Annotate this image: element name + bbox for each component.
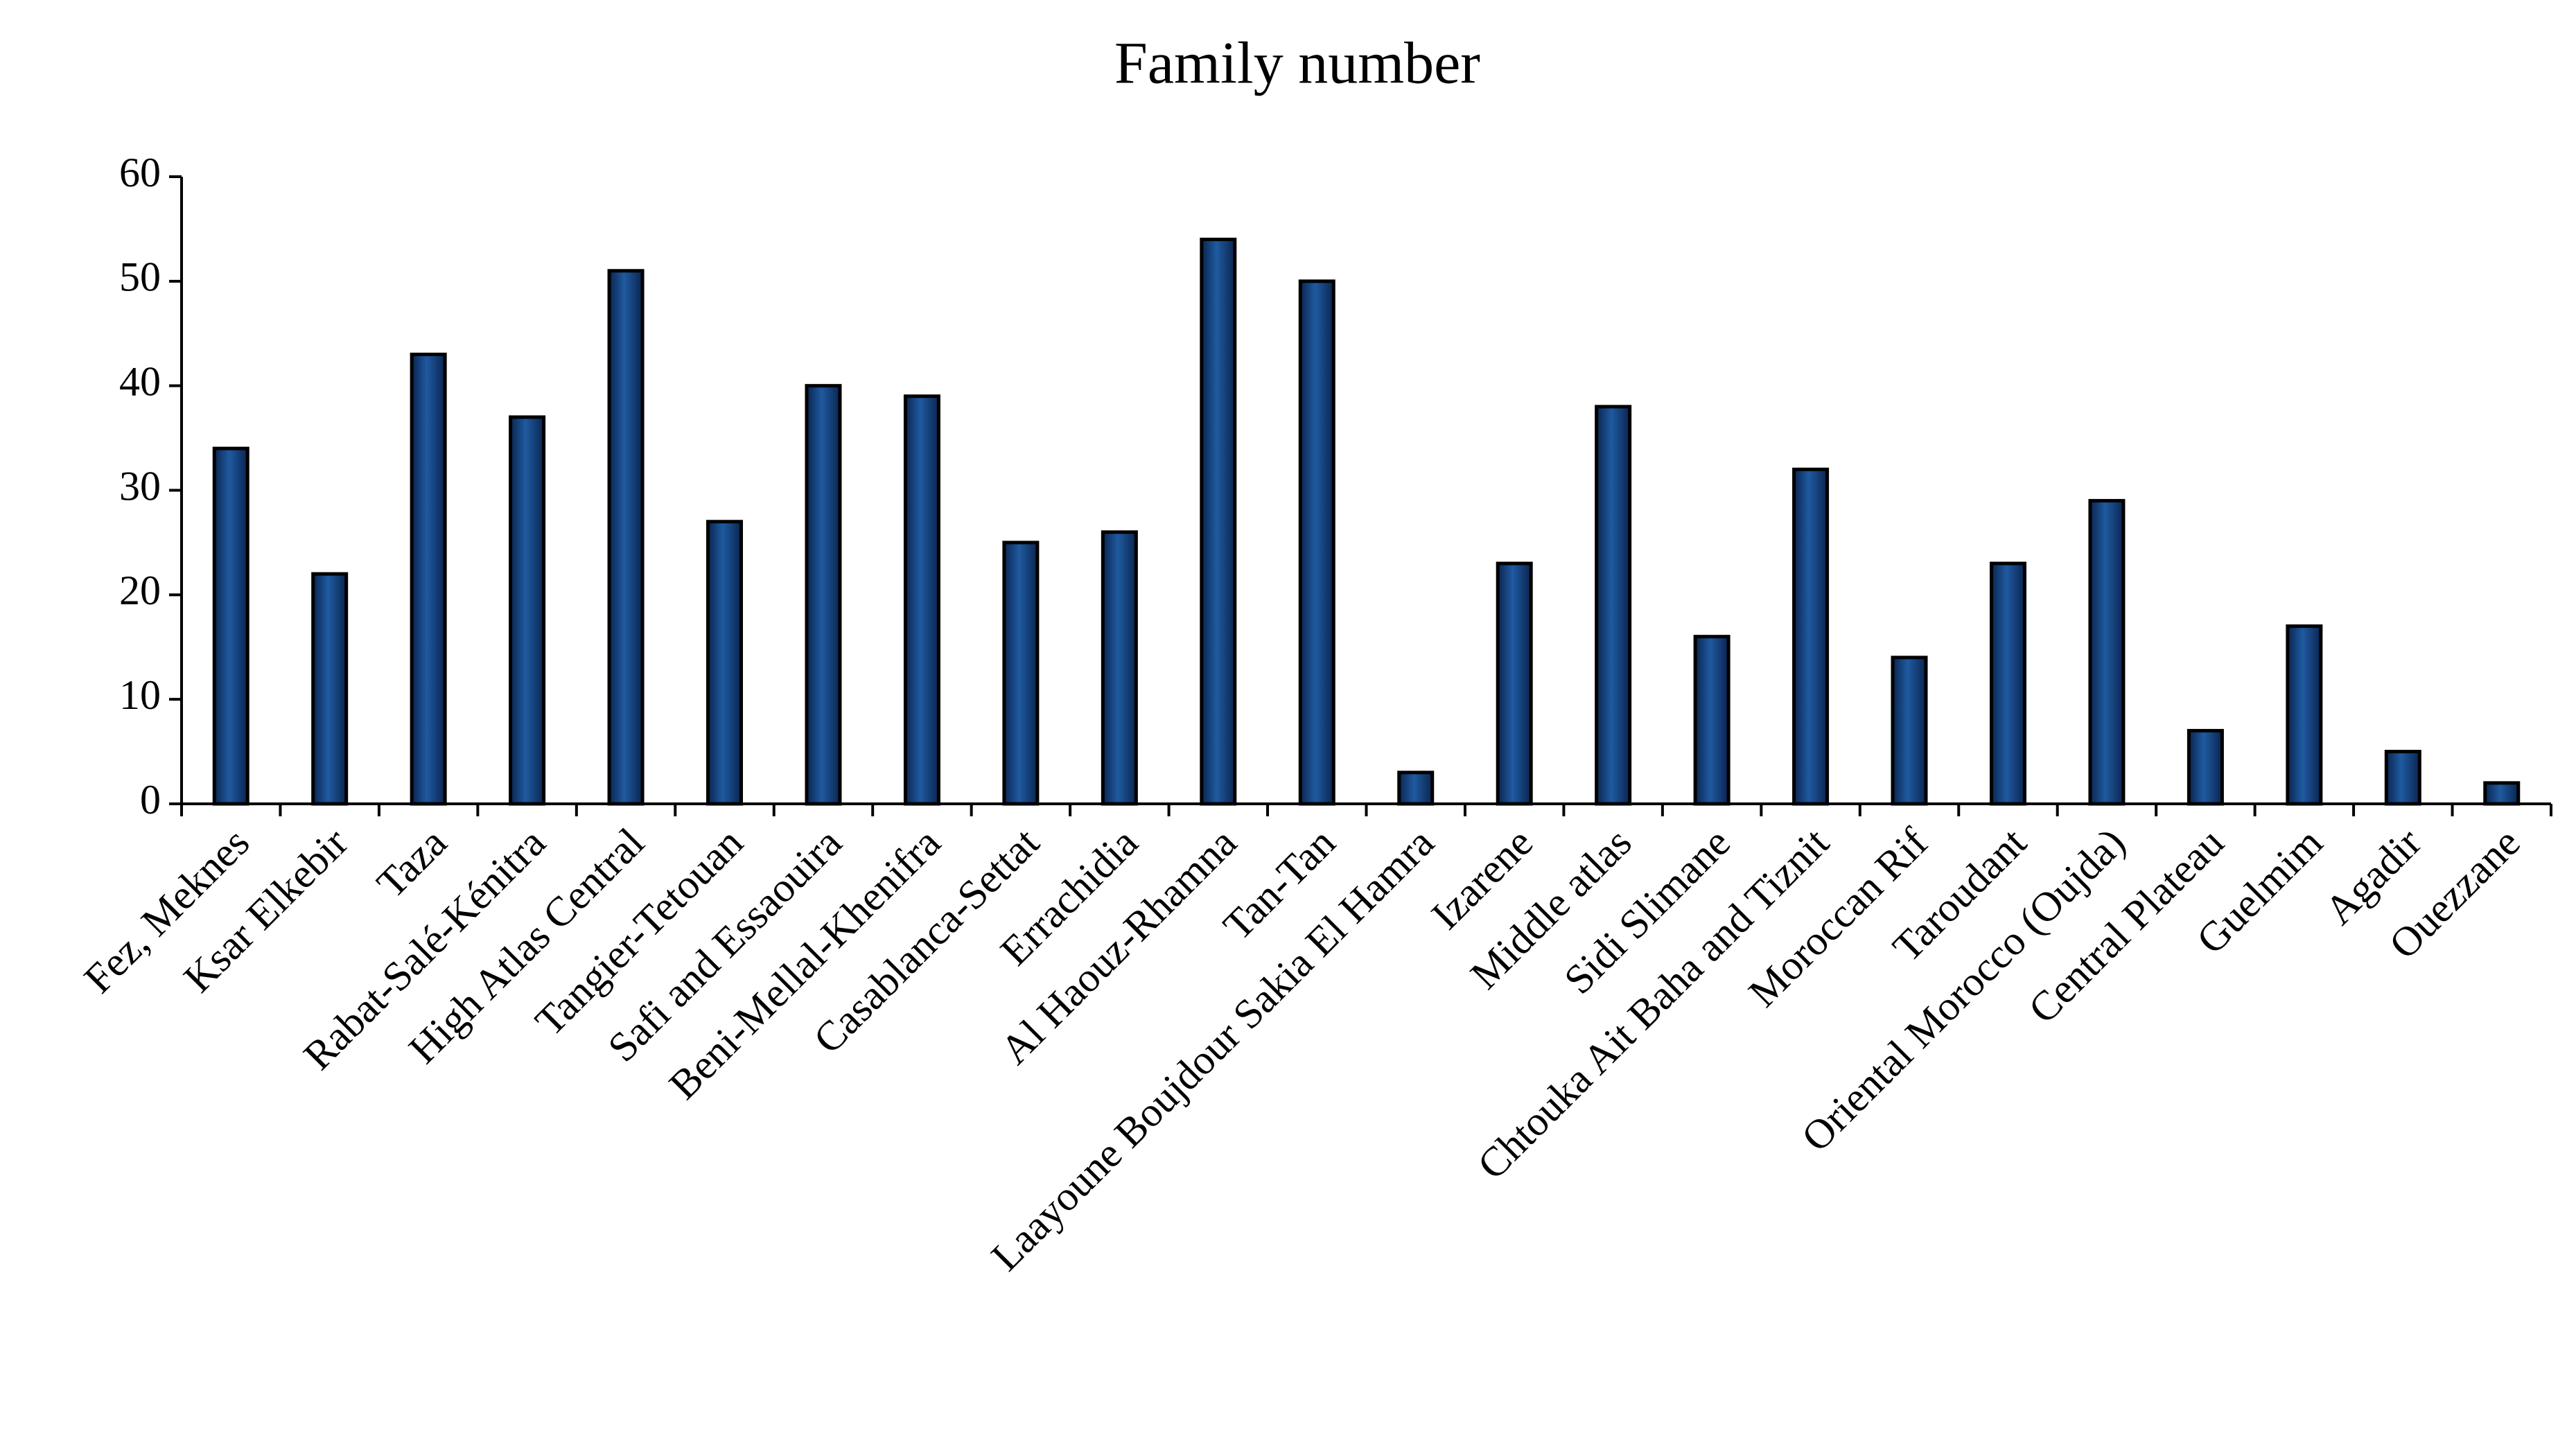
bar [2384, 750, 2421, 806]
bar [311, 572, 349, 806]
y-tick-label: 60 [119, 150, 161, 195]
bar [1101, 530, 1138, 806]
y-tick-label: 40 [119, 358, 161, 404]
bar [1595, 405, 1632, 806]
bar [1693, 635, 1731, 806]
y-tick-label: 20 [119, 568, 161, 613]
x-tick-label: Taza [368, 819, 455, 906]
bar [410, 352, 447, 806]
bar [509, 415, 546, 806]
bar [1397, 771, 1435, 806]
y-tick-label: 50 [119, 254, 161, 300]
bar [1792, 467, 1830, 806]
bar [706, 520, 744, 806]
bar [1891, 656, 1928, 806]
y-tick-label: 0 [140, 777, 161, 823]
bar [1989, 561, 2026, 806]
bar [903, 394, 940, 806]
bar [805, 384, 842, 806]
bar [2483, 781, 2521, 806]
bar [2187, 728, 2224, 806]
bar [1298, 279, 1335, 806]
bar [2286, 624, 2323, 806]
y-tick-label: 30 [119, 463, 161, 509]
bar [2088, 499, 2126, 806]
bar [212, 446, 249, 806]
bar [1002, 541, 1040, 806]
bar [1496, 561, 1533, 806]
y-tick-label: 10 [119, 672, 161, 718]
chart-title: Family number [1114, 30, 1480, 96]
bar [607, 269, 645, 806]
bar [1200, 238, 1237, 806]
